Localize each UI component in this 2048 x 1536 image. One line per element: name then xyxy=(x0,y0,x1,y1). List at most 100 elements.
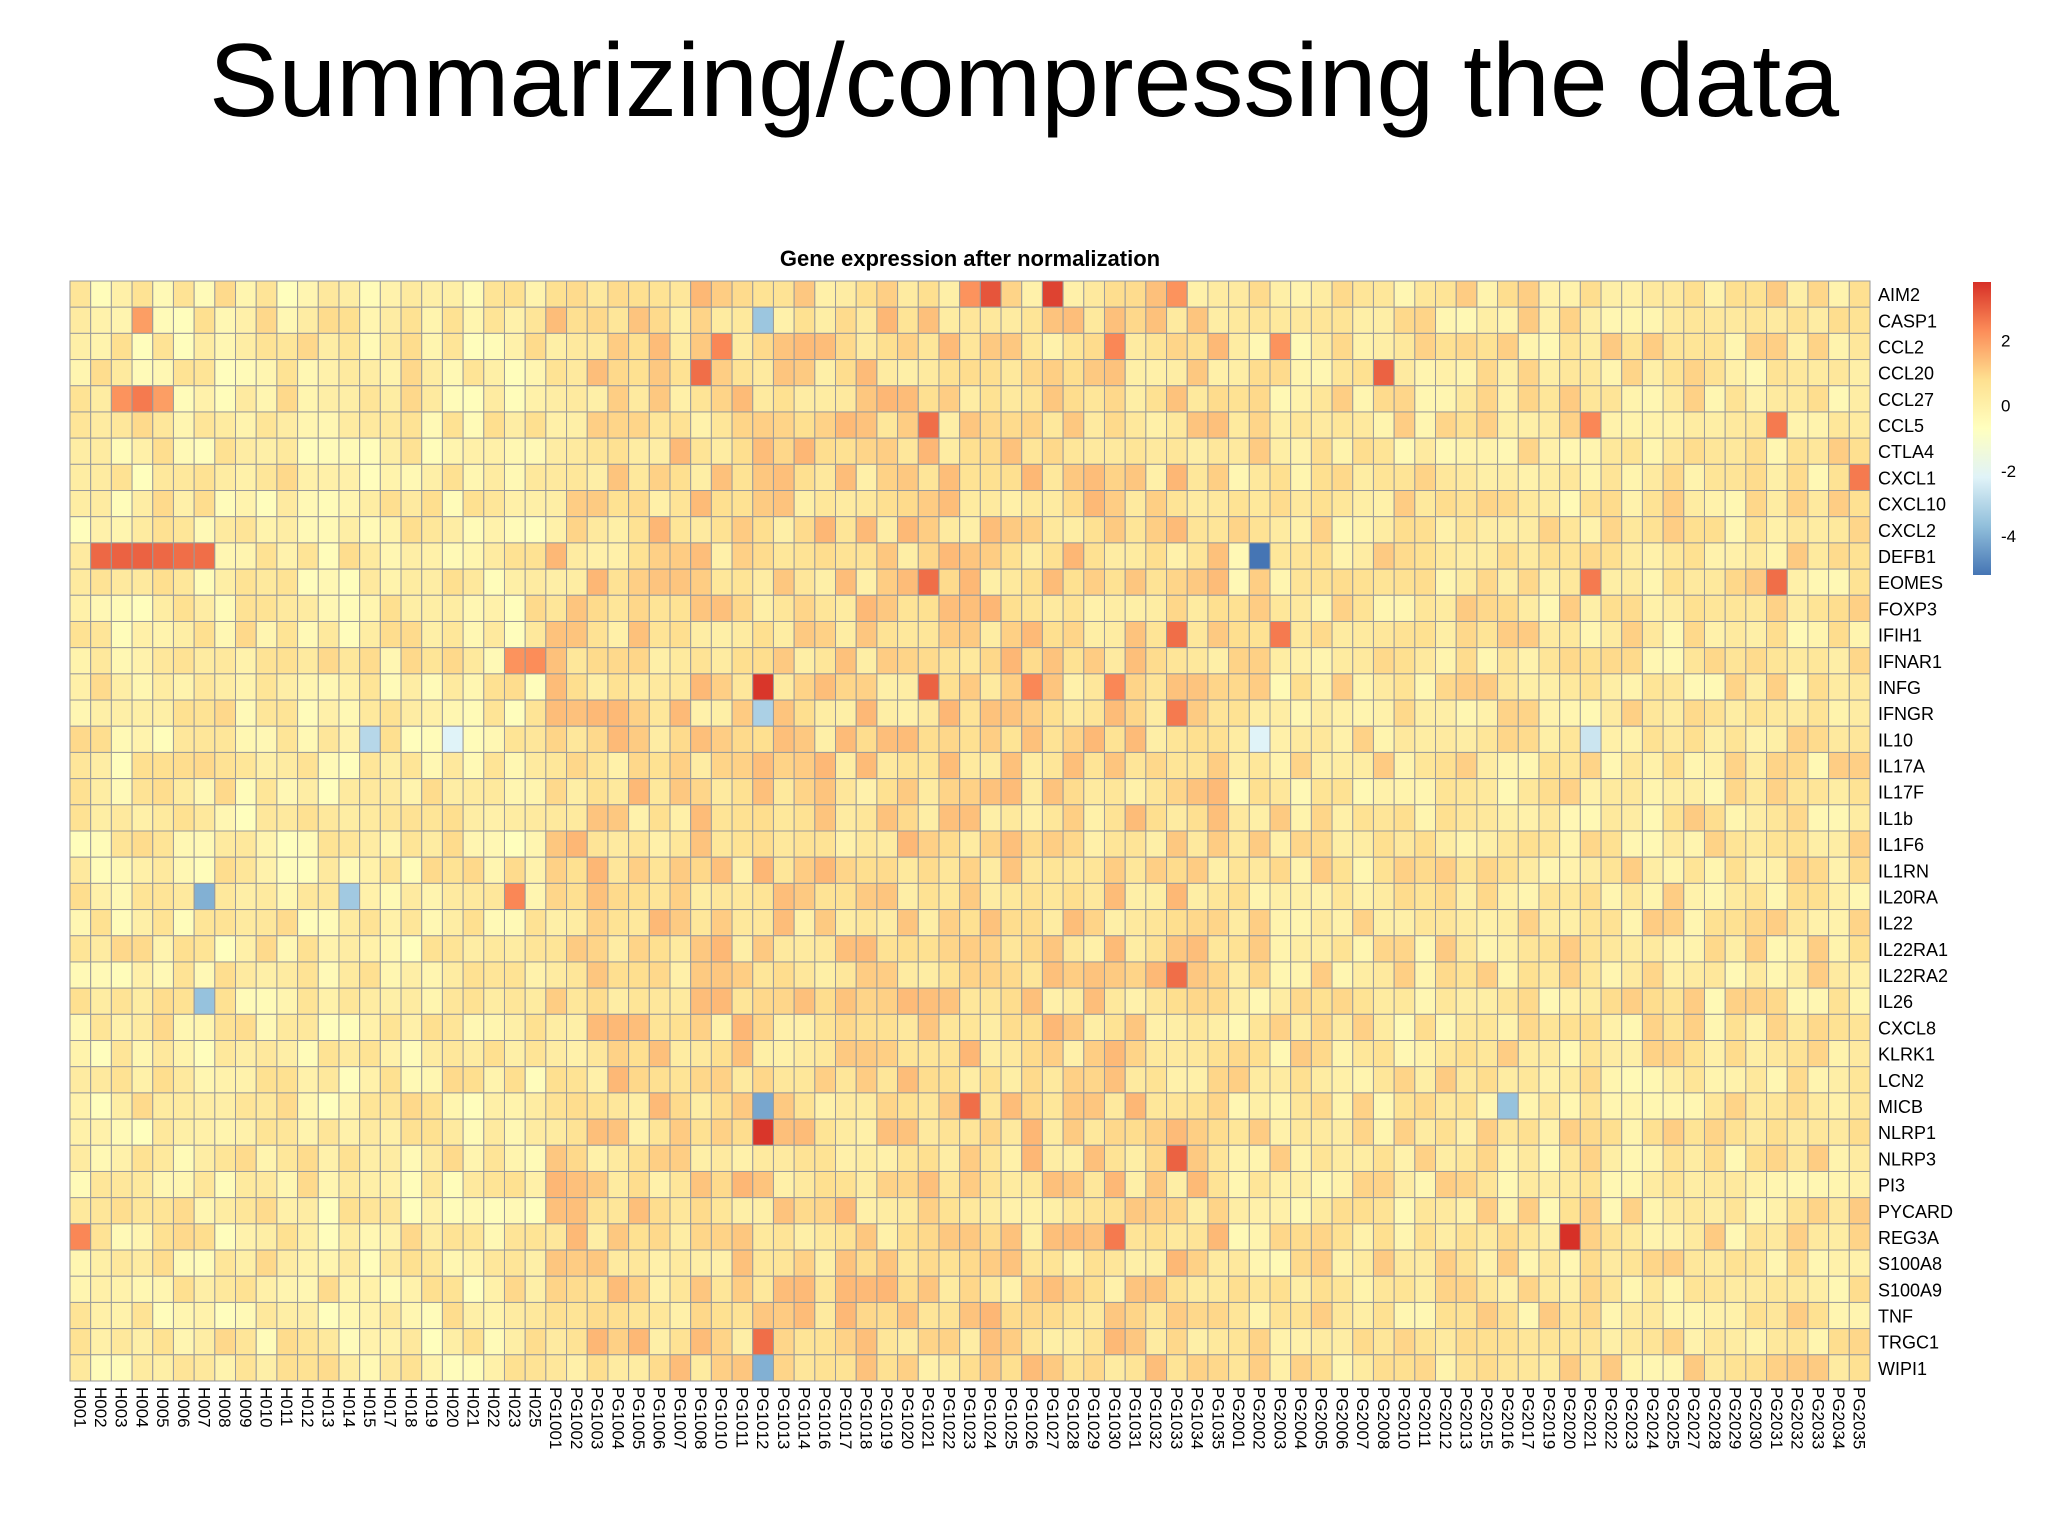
heatmap-cell xyxy=(69,778,92,806)
heatmap-cell xyxy=(1228,490,1250,518)
heatmap-cell xyxy=(897,1040,919,1068)
heatmap-cell xyxy=(1476,306,1499,334)
heatmap-cell xyxy=(1269,987,1292,1015)
heatmap-cell xyxy=(1745,1144,1768,1172)
heatmap-cell xyxy=(1497,935,1519,963)
heatmap-cell xyxy=(1517,778,1540,806)
heatmap-cell xyxy=(483,673,505,701)
heatmap-cell xyxy=(772,699,795,727)
colorbar-tick-label: 2 xyxy=(2001,332,2010,351)
heatmap-cell xyxy=(690,516,712,544)
heatmap-cell xyxy=(752,385,774,413)
heatmap-cell xyxy=(1662,673,1685,701)
heatmap-cell xyxy=(317,1223,340,1251)
heatmap-cell xyxy=(131,1118,154,1146)
heatmap-cell xyxy=(959,568,981,596)
heatmap-cell xyxy=(1331,332,1354,361)
heatmap-cell xyxy=(1145,856,1168,884)
heatmap-cell xyxy=(421,647,443,675)
row-label: IL22RA1 xyxy=(1878,940,1948,960)
heatmap-cell xyxy=(193,751,216,780)
heatmap-cell xyxy=(1186,1066,1209,1094)
column-label: PG1003 xyxy=(588,1387,607,1449)
heatmap-cell xyxy=(1207,1092,1230,1120)
heatmap-cell xyxy=(772,306,795,334)
heatmap-cell xyxy=(1641,1301,1664,1330)
heatmap-cell xyxy=(979,830,1002,858)
heatmap-cell xyxy=(1290,1223,1312,1251)
heatmap-cell xyxy=(1828,411,1850,439)
heatmap-cell xyxy=(1414,987,1437,1015)
column-label: PG2029 xyxy=(1726,1387,1745,1449)
heatmap-cell xyxy=(421,1013,443,1042)
heatmap-cell xyxy=(1145,935,1168,963)
heatmap-cell xyxy=(1124,804,1147,832)
heatmap-cell xyxy=(772,1013,795,1042)
heatmap-cell xyxy=(1000,516,1023,544)
heatmap-cell xyxy=(1435,830,1457,858)
heatmap-cell xyxy=(669,568,692,596)
heatmap-cell xyxy=(938,463,961,492)
heatmap-cell xyxy=(90,935,112,963)
heatmap-cell xyxy=(1269,1066,1292,1094)
row-label: IL1F6 xyxy=(1878,835,1924,855)
heatmap-cell xyxy=(793,699,816,727)
heatmap-cell xyxy=(462,909,485,937)
heatmap-cell xyxy=(1579,1092,1602,1120)
heatmap-cell xyxy=(1248,437,1271,465)
heatmap-cell xyxy=(1848,1092,1871,1120)
heatmap-cell xyxy=(1641,1223,1664,1251)
heatmap-cell xyxy=(152,490,174,518)
heatmap-cell xyxy=(1766,1223,1788,1251)
heatmap-cell xyxy=(1290,961,1312,989)
heatmap-cell xyxy=(214,882,237,911)
heatmap-cell xyxy=(1145,1354,1168,1382)
heatmap-cell xyxy=(772,961,795,989)
heatmap-cell xyxy=(938,673,961,701)
heatmap-cell xyxy=(1703,1328,1726,1356)
heatmap-cell xyxy=(317,751,340,780)
heatmap-cell xyxy=(752,1170,774,1199)
heatmap-cell xyxy=(979,516,1002,544)
heatmap-cell xyxy=(897,751,919,780)
heatmap-cell xyxy=(1455,1066,1478,1094)
heatmap-cell xyxy=(379,935,402,963)
heatmap-cell xyxy=(1228,437,1250,465)
heatmap-cell xyxy=(1000,542,1023,570)
heatmap-cell xyxy=(400,385,423,413)
heatmap-cell xyxy=(938,856,961,884)
heatmap-cell xyxy=(1186,385,1209,413)
heatmap-cell xyxy=(648,332,671,361)
heatmap-cell xyxy=(1724,620,1747,649)
heatmap-cell xyxy=(1124,673,1147,701)
heatmap-cell xyxy=(1476,542,1499,570)
heatmap-cell xyxy=(338,280,361,308)
heatmap-cell xyxy=(1269,699,1292,727)
heatmap-cell xyxy=(297,1170,319,1199)
heatmap-cell xyxy=(1745,385,1768,413)
heatmap-cell xyxy=(855,332,878,361)
heatmap-cell xyxy=(1124,306,1147,334)
column-label: PG2033 xyxy=(1808,1387,1827,1449)
heatmap-cell xyxy=(628,778,650,806)
heatmap-cell xyxy=(1786,1275,1809,1303)
heatmap-cell xyxy=(1393,620,1416,649)
heatmap-cell xyxy=(235,411,257,439)
heatmap-cell xyxy=(90,1249,112,1277)
heatmap-cell xyxy=(1124,463,1147,492)
heatmap-cell xyxy=(1331,961,1354,989)
heatmap-cell xyxy=(1166,1040,1188,1068)
heatmap-cell xyxy=(1476,463,1499,492)
heatmap-cell xyxy=(793,490,816,518)
heatmap-cell xyxy=(938,1066,961,1094)
heatmap-cell xyxy=(1145,1170,1168,1199)
heatmap-cell xyxy=(1559,1066,1581,1094)
heatmap-cell xyxy=(1166,437,1188,465)
heatmap-cell xyxy=(1207,987,1230,1015)
heatmap-cell xyxy=(669,830,692,858)
heatmap-cell xyxy=(1435,725,1457,753)
heatmap-cell xyxy=(503,1170,526,1199)
heatmap-cell xyxy=(1455,280,1478,308)
heatmap-cell xyxy=(1414,306,1437,334)
heatmap-cell xyxy=(1414,490,1437,518)
